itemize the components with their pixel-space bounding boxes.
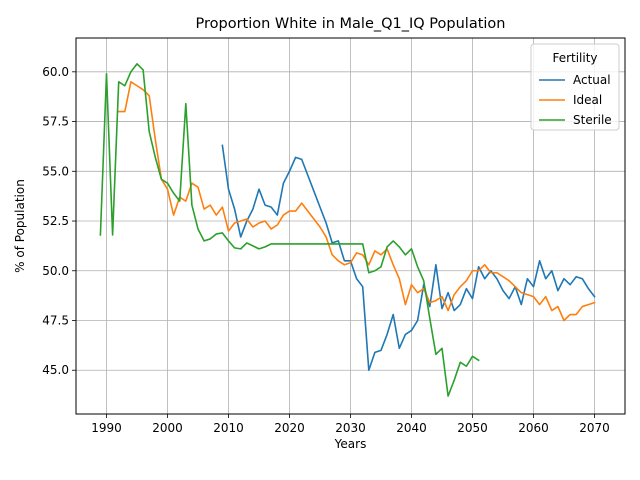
x-axis: 1990 2000 2010 2020 2030 2040 2050 2060 2070 — [91, 414, 610, 435]
x-tick-label: 2000 — [152, 421, 183, 435]
y-tick-label: 52.5 — [42, 214, 69, 228]
legend: Fertility Actual Ideal Sterile — [530, 43, 620, 131]
x-tick-label: 2030 — [335, 421, 366, 435]
legend-title: Fertility — [552, 51, 597, 65]
y-tick-label: 47.5 — [42, 313, 69, 327]
y-tick-label: 57.5 — [42, 115, 69, 129]
x-tick-label: 2020 — [274, 421, 305, 435]
x-tick-label: 1990 — [91, 421, 122, 435]
y-tick-label: 55.0 — [42, 164, 69, 178]
x-tick-label: 2040 — [396, 421, 427, 435]
series-line-ideal — [117, 80, 596, 322]
x-tick-label: 2070 — [579, 421, 610, 435]
y-axis-title: % of Population — [13, 179, 27, 273]
y-tick-label: 60.0 — [42, 65, 69, 79]
legend-label-sterile: Sterile — [573, 113, 612, 127]
series-line-actual — [221, 144, 596, 372]
x-tick-label: 2010 — [213, 421, 244, 435]
legend-box — [530, 43, 620, 131]
x-tick-label: 2050 — [457, 421, 488, 435]
legend-items: Actual Ideal Sterile — [539, 73, 612, 127]
x-axis-title: Years — [334, 437, 367, 451]
chart-title: Proportion White in Male_Q1_IQ Populatio… — [196, 16, 506, 32]
x-tick-label: 2060 — [518, 421, 549, 435]
series-lines — [99, 63, 596, 397]
y-axis: 45.0 47.5 50.0 52.5 55.0 57.5 60.0 — [42, 65, 76, 377]
legend-label-ideal: Ideal — [573, 93, 602, 107]
y-tick-label: 50.0 — [42, 264, 69, 278]
y-tick-label: 45.0 — [42, 363, 69, 377]
legend-label-actual: Actual — [573, 73, 611, 87]
series-line-sterile — [99, 63, 480, 397]
